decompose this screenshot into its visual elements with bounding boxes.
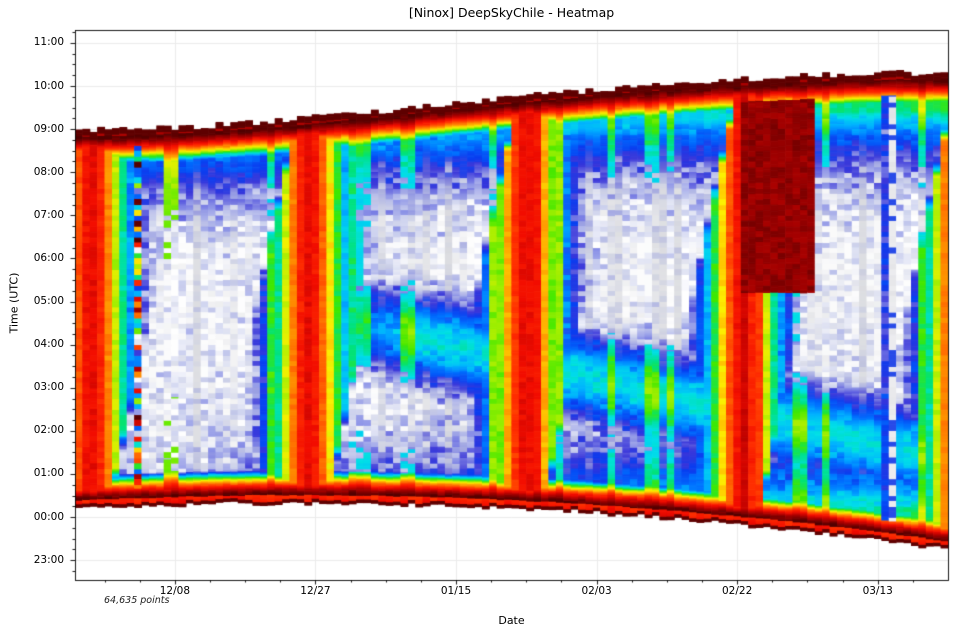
y-tick-label: 23:00 (33, 553, 64, 566)
y-tick-label: 02:00 (33, 424, 64, 437)
points-count-note: 64,635 points (104, 595, 170, 606)
x-axis-label: Date (498, 614, 525, 627)
y-tick-label: 05:00 (33, 295, 64, 308)
x-tick-label: 03/13 (862, 585, 893, 597)
chart-title: [Ninox] DeepSkyChile - Heatmap (408, 5, 615, 20)
x-tick-label: 02/22 (722, 585, 753, 597)
y-tick-label: 00:00 (33, 510, 64, 523)
y-tick-label: 01:00 (33, 467, 64, 480)
y-tick-label: 03:00 (33, 381, 64, 394)
y-tick-label: 09:00 (33, 122, 64, 135)
x-tick-label: 12/27 (300, 585, 331, 597)
y-tick-label: 06:00 (33, 251, 64, 264)
y-tick-label: 10:00 (33, 79, 64, 92)
y-tick-label: 07:00 (33, 208, 64, 221)
y-tick-label: 04:00 (33, 338, 64, 351)
x-tick-label: 02/03 (581, 585, 612, 597)
y-tick-label: 11:00 (33, 36, 64, 49)
x-tick-label: 01/15 (440, 585, 472, 597)
y-tick-label: 08:00 (33, 165, 64, 178)
x-tick-label: 12/08 (159, 585, 190, 597)
